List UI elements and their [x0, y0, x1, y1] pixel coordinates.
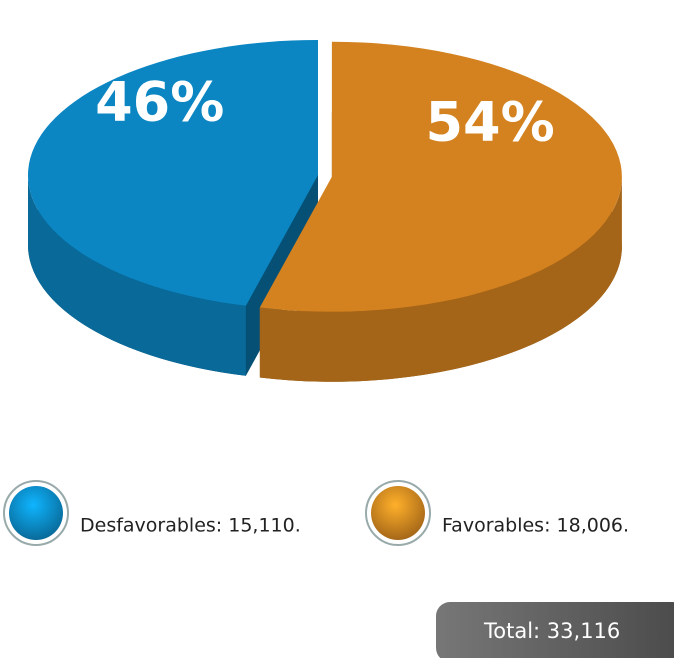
- slice: [28, 40, 318, 306]
- legend-marker: [371, 486, 425, 540]
- slice-label: 54%: [425, 91, 554, 154]
- slice-label: 46%: [95, 70, 224, 133]
- legend-label: Desfavorables: 15,110.: [80, 515, 301, 537]
- slice-side: [27, 175, 246, 376]
- legend-label: Favorables: 18,006.: [442, 515, 629, 537]
- total-badge: [436, 602, 674, 658]
- legend-marker: [9, 486, 63, 540]
- slice-side: [259, 176, 622, 382]
- slice: [259, 41, 622, 312]
- total-label: Total: 33,116: [483, 619, 620, 643]
